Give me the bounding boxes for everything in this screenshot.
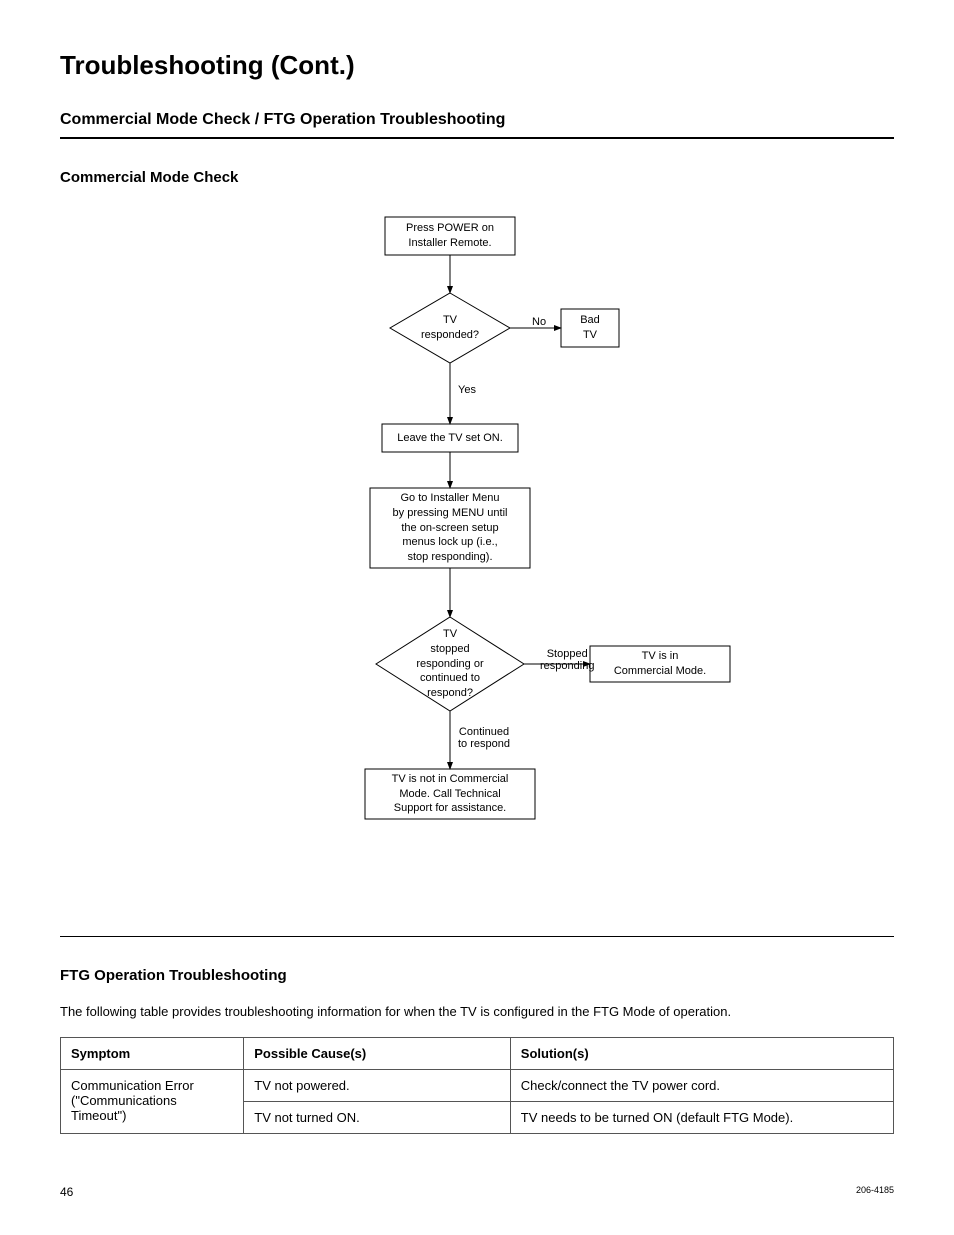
ftg-intro-text: The following table provides troubleshoo…	[60, 1004, 894, 1019]
troubleshooting-table: SymptomPossible Cause(s)Solution(s) Comm…	[60, 1037, 894, 1134]
table-header-cell: Solution(s)	[510, 1038, 893, 1070]
divider-thick-1	[60, 137, 894, 139]
table-cell-cause: TV not powered.	[244, 1070, 511, 1102]
table-cell-cause: TV not turned ON.	[244, 1102, 511, 1134]
footer-doc-number: 206-4185	[856, 1185, 894, 1199]
flowchart-svg	[60, 206, 894, 906]
footer-page-number: 46	[60, 1185, 73, 1199]
table-header-row: SymptomPossible Cause(s)Solution(s)	[61, 1038, 894, 1070]
table-header-cell: Symptom	[61, 1038, 244, 1070]
flow-section-title: Commercial Mode Check	[60, 169, 894, 186]
divider-thin-1	[60, 936, 894, 937]
table-cell-solution: Check/connect the TV power cord.	[510, 1070, 893, 1102]
ftg-section-title: FTG Operation Troubleshooting	[60, 967, 894, 984]
section-title: Commercial Mode Check / FTG Operation Tr…	[60, 111, 894, 129]
page-footer: 46 206-4185	[60, 1185, 894, 1199]
table-cell-solution: TV needs to be turned ON (default FTG Mo…	[510, 1102, 893, 1134]
page-main-title: Troubleshooting (Cont.)	[60, 50, 894, 81]
flowchart-container: Press POWER onInstaller Remote.TVrespond…	[60, 206, 894, 906]
table-row: Communication Error ("Communications Tim…	[61, 1070, 894, 1102]
table-header-cell: Possible Cause(s)	[244, 1038, 511, 1070]
table-cell-symptom: Communication Error ("Communications Tim…	[61, 1070, 244, 1134]
